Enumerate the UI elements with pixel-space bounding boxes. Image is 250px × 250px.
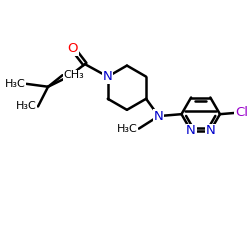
Text: N: N — [154, 110, 164, 122]
Text: CH₃: CH₃ — [64, 70, 84, 80]
Text: N: N — [186, 124, 196, 137]
Text: O: O — [68, 42, 78, 55]
Text: N: N — [103, 70, 113, 83]
Text: Cl: Cl — [235, 106, 248, 120]
Text: N: N — [206, 124, 215, 137]
Text: H₃C: H₃C — [4, 79, 25, 89]
Text: H₃C: H₃C — [117, 124, 138, 134]
Text: O: O — [63, 70, 74, 83]
Text: H₃C: H₃C — [16, 102, 37, 112]
